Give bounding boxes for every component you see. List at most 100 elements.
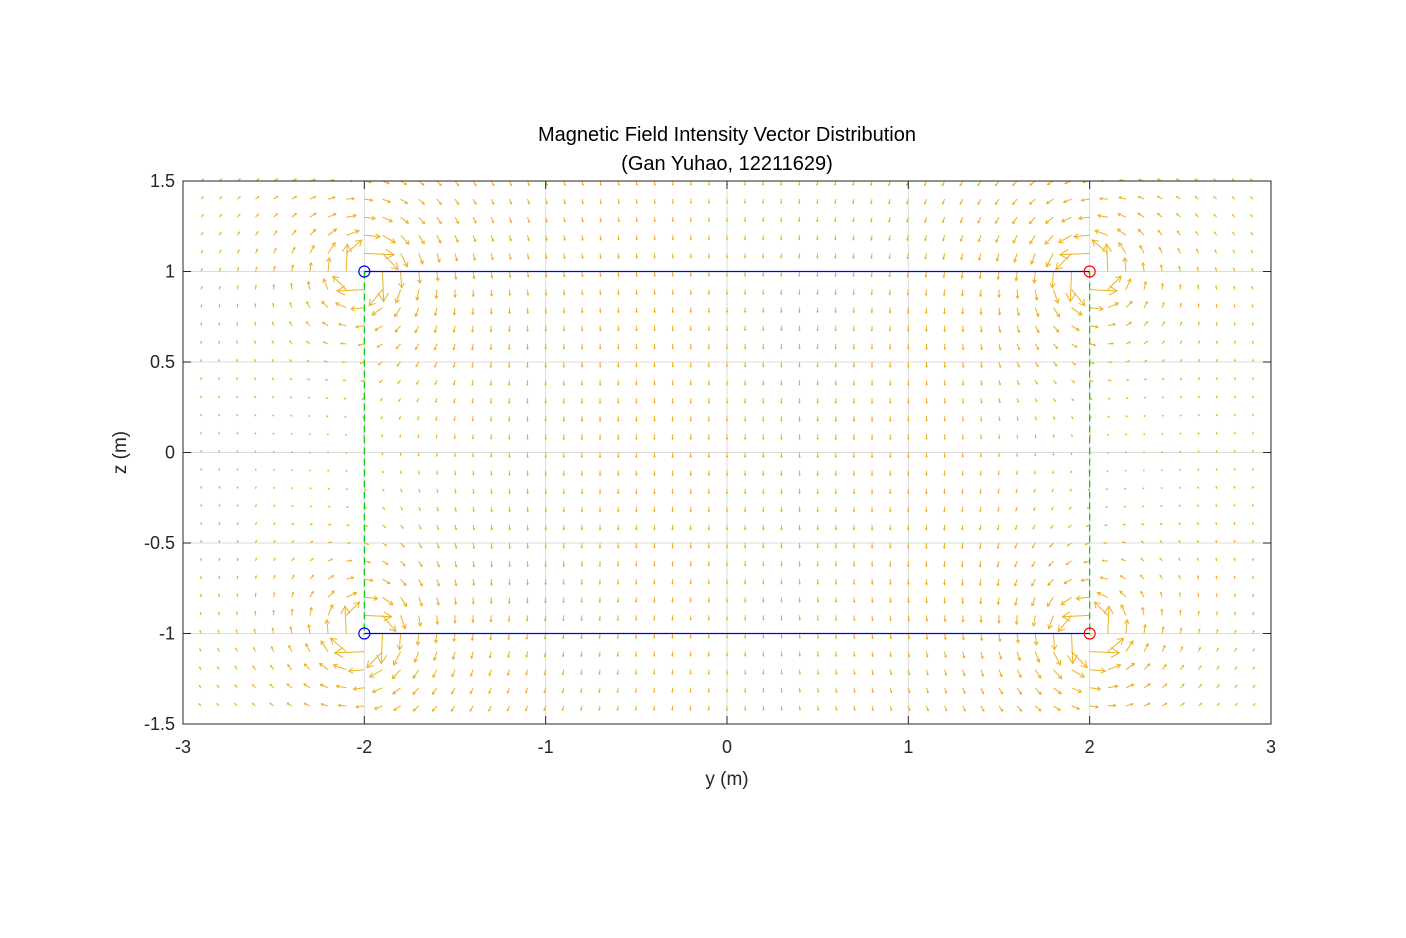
field-arrow <box>834 470 838 477</box>
field-arrow <box>508 452 511 459</box>
field-arrow-head <box>508 491 511 495</box>
field-arrow-shaft <box>400 180 407 185</box>
field-arrow-shaft <box>1094 230 1108 236</box>
field-arrow <box>870 325 874 332</box>
field-arrow-head <box>816 201 819 205</box>
field-arrow-head <box>671 419 674 423</box>
field-arrow <box>1098 196 1108 201</box>
field-arrow-head <box>653 419 656 423</box>
field-arrow <box>489 380 493 387</box>
field-arrow <box>707 325 711 332</box>
field-arrow-head <box>579 708 583 712</box>
field-arrow-head <box>816 401 819 404</box>
field-arrow <box>526 307 530 315</box>
field-arrow-head <box>508 455 511 459</box>
field-arrow-head <box>526 546 529 550</box>
field-arrow <box>347 667 365 674</box>
field-arrow <box>997 470 1000 476</box>
field-arrow-head <box>834 238 837 241</box>
field-arrow <box>925 669 929 676</box>
field-arrow <box>923 180 927 187</box>
field-arrow <box>291 504 294 508</box>
field-arrow-head <box>1144 378 1147 381</box>
field-arrow-head <box>289 359 292 362</box>
field-arrow-head <box>292 246 296 250</box>
field-arrow-shaft <box>977 198 982 205</box>
field-arrow <box>508 488 511 495</box>
field-arrow-head <box>744 654 747 657</box>
field-arrow-head <box>1038 691 1042 696</box>
field-arrow <box>925 398 928 405</box>
field-arrow-head <box>352 591 358 596</box>
field-arrow-head <box>1128 341 1132 344</box>
field-arrow <box>816 651 820 658</box>
field-arrow <box>653 651 656 658</box>
field-arrow-head <box>218 575 221 578</box>
field-arrow <box>1072 233 1090 240</box>
field-arrow <box>653 597 656 603</box>
field-arrow-head <box>1032 545 1035 549</box>
field-arrow <box>798 217 801 223</box>
field-arrow-head <box>404 200 409 205</box>
field-arrow-head <box>635 401 638 404</box>
field-arrow-head <box>256 213 260 216</box>
field-arrow-shaft <box>319 663 329 671</box>
field-arrow <box>960 542 964 550</box>
field-arrow-head <box>598 401 602 405</box>
field-arrow <box>398 397 402 402</box>
field-arrow-head <box>635 528 638 531</box>
field-arrow <box>689 561 692 567</box>
field-arrow <box>1015 633 1020 644</box>
field-arrow-head <box>199 611 202 614</box>
field-arrow-head <box>996 583 1000 587</box>
field-arrow-head <box>635 310 638 314</box>
field-arrow <box>526 361 529 369</box>
field-arrow <box>906 198 909 205</box>
field-arrow-head <box>200 503 203 507</box>
field-arrow-head <box>671 455 674 459</box>
field-arrow <box>889 633 892 640</box>
field-arrow-head <box>376 654 388 665</box>
field-arrow <box>1055 253 1072 271</box>
field-arrow-shaft <box>1015 271 1018 281</box>
field-arrow-head <box>1048 563 1052 567</box>
field-arrow-head <box>870 473 874 477</box>
field-arrow <box>581 271 584 278</box>
field-arrow-head <box>1143 623 1147 628</box>
field-arrow-head <box>489 437 493 440</box>
field-arrow-head <box>398 282 405 289</box>
field-arrow <box>616 687 619 694</box>
field-arrow <box>200 539 203 544</box>
field-arrow <box>453 398 456 404</box>
field-arrow-shaft <box>1029 198 1036 205</box>
field-arrow-head <box>961 437 965 440</box>
field-arrow-head <box>544 329 548 333</box>
field-arrow-head <box>780 509 783 513</box>
field-arrow-shaft <box>1089 325 1099 328</box>
field-arrow-head <box>216 702 219 705</box>
field-arrow-head <box>1182 702 1185 705</box>
field-arrow <box>1137 228 1145 236</box>
field-arrow-head <box>217 611 220 614</box>
field-arrow-head <box>236 575 239 578</box>
field-arrow <box>1053 379 1057 385</box>
field-arrow <box>780 542 783 549</box>
field-arrow-head <box>377 292 389 303</box>
field-arrow <box>415 289 420 302</box>
field-arrow-head <box>344 415 347 418</box>
field-arrow-head <box>562 564 566 568</box>
field-arrow-shaft <box>1143 301 1148 308</box>
field-arrow <box>943 542 946 550</box>
field-arrow-head <box>291 591 295 595</box>
field-arrow-head <box>888 383 892 387</box>
field-arrow-head <box>1033 472 1036 475</box>
field-arrow-head <box>980 419 983 422</box>
field-arrow-head <box>743 582 747 585</box>
field-arrow <box>1125 278 1132 290</box>
field-arrow <box>489 361 493 369</box>
field-arrow <box>598 361 602 368</box>
field-arrow-head <box>451 674 455 678</box>
field-arrow <box>671 452 674 459</box>
field-arrow-head <box>980 401 983 404</box>
field-arrow-head <box>671 708 674 711</box>
